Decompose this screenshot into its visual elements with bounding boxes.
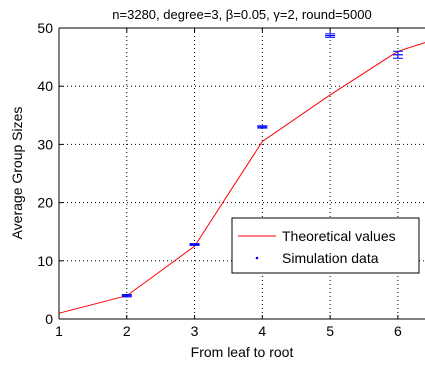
x-tick-label: 3 [191,323,199,339]
x-tick-label: 5 [326,323,334,339]
simulation-point [257,125,268,129]
legend-label-simulation: Simulation data [282,250,379,266]
x-axis-label: From leaf to root [191,344,294,360]
x-tick-label: 2 [123,323,131,339]
y-tick-label: 0 [45,311,53,327]
y-tick-label: 40 [37,78,53,94]
simulation-point [325,33,336,38]
x-tick-label: 1 [55,323,63,339]
y-axis-label: Average Group Sizes [9,107,25,240]
simulation-point [121,294,132,298]
simulation-point [189,243,200,246]
axes [58,27,425,320]
y-tick-label: 50 [37,20,53,36]
ticks: 1 2 3 4 5 6 0 10 20 30 40 50 [37,20,402,339]
simulation-series [121,33,403,298]
x-tick-label: 4 [258,323,266,339]
chart-title: n=3280, degree=3, β=0.05, γ=2, round=500… [112,7,371,22]
legend: Theoretical values Simulation data [231,217,420,274]
x-tick-label: 6 [394,323,402,339]
y-tick-label: 20 [37,195,53,211]
y-tick-label: 10 [37,253,53,269]
legend-label-theoretical: Theoretical values [282,228,396,244]
legend-box [231,217,420,274]
y-tick-label: 30 [37,136,53,152]
simulation-point [392,50,403,59]
legend-marker-simulation [255,256,259,260]
